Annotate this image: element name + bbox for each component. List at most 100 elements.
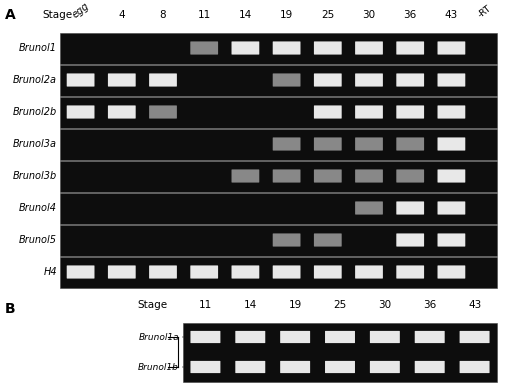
- FancyBboxPatch shape: [67, 266, 95, 279]
- Text: H4: H4: [43, 267, 57, 277]
- Text: A: A: [5, 8, 16, 22]
- Text: Brunol3b: Brunol3b: [13, 171, 57, 181]
- FancyBboxPatch shape: [67, 73, 95, 86]
- FancyBboxPatch shape: [149, 73, 177, 86]
- Text: Stage: Stage: [137, 300, 167, 310]
- FancyBboxPatch shape: [397, 137, 424, 151]
- FancyBboxPatch shape: [108, 105, 136, 119]
- Bar: [60, 32, 497, 64]
- FancyBboxPatch shape: [438, 266, 465, 279]
- FancyBboxPatch shape: [235, 361, 265, 373]
- FancyBboxPatch shape: [355, 266, 383, 279]
- FancyBboxPatch shape: [232, 41, 259, 54]
- Text: Brunol1: Brunol1: [19, 43, 57, 53]
- FancyBboxPatch shape: [273, 73, 300, 86]
- FancyBboxPatch shape: [355, 73, 383, 86]
- Text: Brunol1b: Brunol1b: [138, 362, 179, 371]
- FancyBboxPatch shape: [397, 169, 424, 183]
- FancyBboxPatch shape: [438, 137, 465, 151]
- FancyBboxPatch shape: [273, 234, 300, 247]
- FancyBboxPatch shape: [190, 331, 220, 343]
- FancyBboxPatch shape: [273, 169, 300, 183]
- Text: 25: 25: [333, 300, 347, 310]
- FancyBboxPatch shape: [314, 105, 342, 119]
- Text: 36: 36: [404, 10, 417, 20]
- Text: Brunol5: Brunol5: [19, 235, 57, 245]
- Bar: [60, 193, 497, 223]
- FancyBboxPatch shape: [325, 361, 355, 373]
- FancyBboxPatch shape: [460, 361, 490, 373]
- FancyBboxPatch shape: [397, 266, 424, 279]
- Text: 43: 43: [445, 10, 458, 20]
- FancyBboxPatch shape: [438, 41, 465, 54]
- Text: B: B: [5, 302, 16, 316]
- FancyBboxPatch shape: [438, 234, 465, 247]
- FancyBboxPatch shape: [190, 361, 220, 373]
- FancyBboxPatch shape: [355, 169, 383, 183]
- FancyBboxPatch shape: [67, 105, 95, 119]
- FancyBboxPatch shape: [355, 137, 383, 151]
- FancyBboxPatch shape: [235, 331, 265, 343]
- Text: 8: 8: [160, 10, 166, 20]
- FancyBboxPatch shape: [397, 73, 424, 86]
- Bar: [183, 322, 497, 381]
- FancyBboxPatch shape: [397, 41, 424, 54]
- FancyBboxPatch shape: [314, 234, 342, 247]
- Text: 14: 14: [244, 300, 257, 310]
- FancyBboxPatch shape: [190, 41, 218, 54]
- Text: 25: 25: [321, 10, 334, 20]
- Text: 11: 11: [199, 300, 212, 310]
- Text: egg: egg: [70, 1, 91, 20]
- Text: 36: 36: [423, 300, 436, 310]
- Text: Brunol2a: Brunol2a: [13, 75, 57, 85]
- Text: Brunol1a: Brunol1a: [138, 332, 179, 342]
- Text: 19: 19: [280, 10, 293, 20]
- Bar: [60, 161, 497, 191]
- Bar: [60, 257, 497, 288]
- FancyBboxPatch shape: [108, 266, 136, 279]
- FancyBboxPatch shape: [273, 266, 300, 279]
- Text: Stage: Stage: [42, 10, 72, 20]
- FancyBboxPatch shape: [397, 201, 424, 215]
- FancyBboxPatch shape: [370, 361, 400, 373]
- FancyBboxPatch shape: [314, 169, 342, 183]
- Text: 30: 30: [362, 10, 376, 20]
- Text: 43: 43: [468, 300, 481, 310]
- FancyBboxPatch shape: [438, 201, 465, 215]
- FancyBboxPatch shape: [438, 169, 465, 183]
- FancyBboxPatch shape: [460, 331, 490, 343]
- FancyBboxPatch shape: [149, 266, 177, 279]
- FancyBboxPatch shape: [355, 201, 383, 215]
- FancyBboxPatch shape: [273, 41, 300, 54]
- Text: 19: 19: [289, 300, 302, 310]
- Bar: [60, 96, 497, 127]
- FancyBboxPatch shape: [280, 331, 310, 343]
- FancyBboxPatch shape: [438, 73, 465, 86]
- FancyBboxPatch shape: [314, 41, 342, 54]
- FancyBboxPatch shape: [355, 41, 383, 54]
- FancyBboxPatch shape: [397, 105, 424, 119]
- Text: Brunol2b: Brunol2b: [13, 107, 57, 117]
- FancyBboxPatch shape: [314, 73, 342, 86]
- Text: 14: 14: [239, 10, 252, 20]
- Text: Brunol3a: Brunol3a: [13, 139, 57, 149]
- Text: 30: 30: [378, 300, 391, 310]
- FancyBboxPatch shape: [314, 266, 342, 279]
- FancyBboxPatch shape: [232, 266, 259, 279]
- FancyBboxPatch shape: [415, 361, 445, 373]
- FancyBboxPatch shape: [415, 331, 445, 343]
- Bar: [60, 129, 497, 159]
- Bar: [60, 64, 497, 95]
- FancyBboxPatch shape: [149, 105, 177, 119]
- FancyBboxPatch shape: [370, 331, 400, 343]
- FancyBboxPatch shape: [325, 331, 355, 343]
- FancyBboxPatch shape: [280, 361, 310, 373]
- FancyBboxPatch shape: [314, 137, 342, 151]
- Text: 11: 11: [197, 10, 211, 20]
- Text: 4: 4: [119, 10, 125, 20]
- FancyBboxPatch shape: [355, 105, 383, 119]
- FancyBboxPatch shape: [190, 266, 218, 279]
- FancyBboxPatch shape: [232, 169, 259, 183]
- FancyBboxPatch shape: [397, 234, 424, 247]
- FancyBboxPatch shape: [108, 73, 136, 86]
